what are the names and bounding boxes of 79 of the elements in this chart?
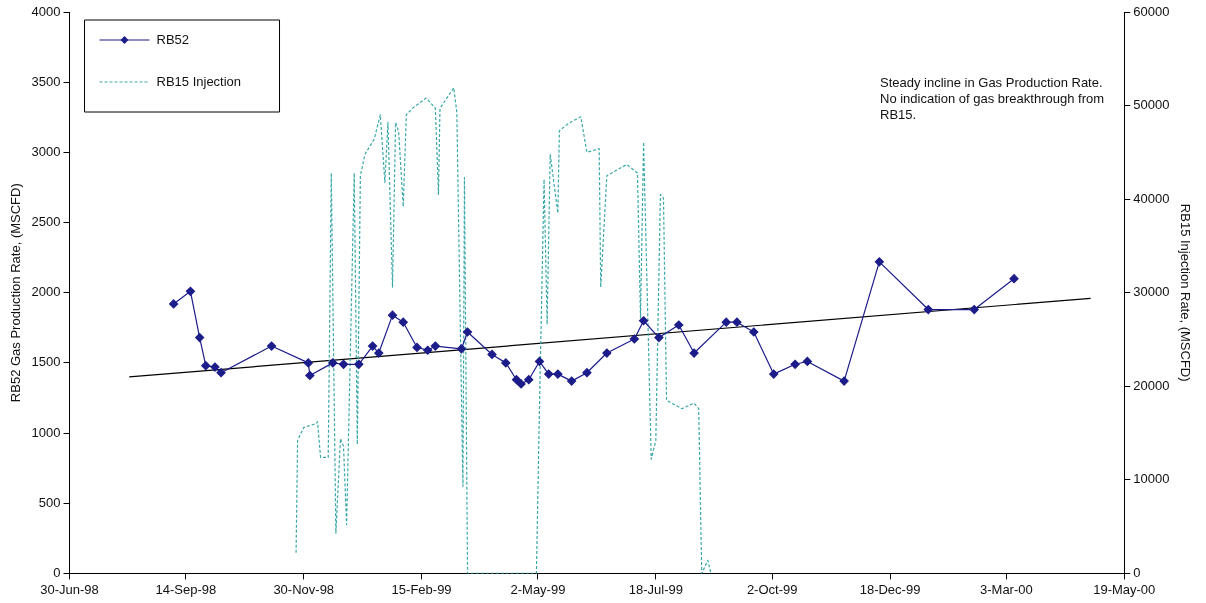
point (749, 327, 759, 337)
y-tick-label: 500 (38, 494, 61, 510)
point (511, 375, 522, 385)
point (769, 369, 779, 379)
point (328, 358, 338, 368)
y-tick-label: 3500 (31, 73, 61, 89)
x-tick-label: 3-Mar-00 (980, 581, 1033, 597)
line-series (295, 87, 712, 574)
point (201, 361, 211, 371)
point (216, 368, 226, 378)
point (210, 362, 220, 372)
point (338, 359, 349, 369)
point (553, 369, 563, 379)
y-tick-label: 2500 (31, 214, 61, 230)
point (368, 341, 378, 351)
x-tick-label: 19-May-00 (1093, 581, 1156, 597)
x-tick-label: 15-Feb-99 (391, 581, 452, 597)
point (516, 379, 526, 389)
point (732, 317, 742, 327)
point (874, 257, 884, 267)
point (969, 304, 979, 315)
point (387, 310, 398, 320)
y-tick-label: 3000 (31, 143, 61, 159)
point (582, 368, 592, 378)
point (1009, 274, 1019, 284)
annotation: Steady incline in Gas Production Rate. No indication of gas breakthrough from RB15. (880, 75, 1105, 123)
y-tick-label: 1000 (31, 424, 61, 440)
y-tick-label: 2000 (31, 284, 61, 300)
point (195, 333, 205, 343)
point (398, 317, 408, 327)
point (689, 348, 699, 358)
y-tick-label: 0 (53, 564, 61, 580)
y2-tick-label: 10000 (1133, 471, 1170, 487)
point (354, 359, 364, 369)
point (654, 333, 664, 343)
point (674, 320, 684, 330)
x-tick-label: 2-Oct-99 (746, 581, 798, 597)
point (185, 286, 196, 296)
point (802, 356, 812, 367)
y2-tick-label: 60000 (1133, 3, 1170, 19)
point (524, 375, 534, 385)
point (629, 334, 639, 344)
point (602, 348, 612, 358)
y-tick-label: 4000 (31, 3, 61, 19)
y2-tick-label: 0 (1133, 564, 1141, 580)
point (638, 316, 649, 326)
point (374, 348, 384, 358)
y-axis-title: RB52 Gas Production Rate, (MSCFD) (8, 183, 24, 403)
y2-tick-label: 50000 (1133, 97, 1170, 113)
point (544, 369, 554, 379)
x-tick-label: 30-Nov-98 (273, 581, 335, 597)
point (487, 349, 497, 360)
point (169, 299, 179, 309)
point (567, 376, 577, 386)
point (721, 317, 731, 327)
y-tick-label: 1500 (31, 354, 61, 370)
point (305, 370, 315, 381)
y2-axis-title: RB15 Injection Rate, (MSCFD) (1177, 203, 1193, 382)
point (839, 376, 849, 386)
point (923, 304, 933, 315)
point (462, 327, 473, 337)
point (790, 359, 800, 369)
point (412, 342, 422, 353)
x-tick-label: 18-Jul-99 (628, 581, 683, 597)
y2-tick-label: 20000 (1133, 377, 1170, 393)
x-tick-label: 14-Sep-98 (155, 581, 217, 597)
point (456, 344, 467, 354)
x-tick-label: 18-Dec-99 (859, 581, 921, 597)
point (266, 341, 277, 351)
x-tick-label: 30-Jun-98 (40, 581, 99, 597)
y2-tick-label: 40000 (1133, 190, 1170, 206)
legend-label: RB15 Injection (156, 73, 242, 89)
point (423, 345, 433, 355)
point (501, 358, 511, 368)
point (430, 341, 440, 351)
legend-label: RB52 (156, 31, 190, 47)
point (303, 358, 313, 368)
y2-tick-label: 30000 (1133, 284, 1170, 300)
x-tick-label: 2-May-99 (510, 581, 566, 597)
